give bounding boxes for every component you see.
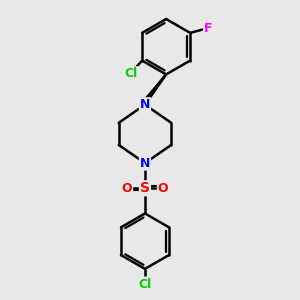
Text: N: N — [140, 157, 150, 169]
Text: S: S — [140, 181, 150, 195]
Text: F: F — [204, 22, 212, 35]
Text: O: O — [158, 182, 168, 195]
Text: Cl: Cl — [138, 278, 152, 290]
Text: Cl: Cl — [124, 67, 138, 80]
Text: N: N — [140, 98, 150, 111]
Text: O: O — [122, 182, 132, 195]
